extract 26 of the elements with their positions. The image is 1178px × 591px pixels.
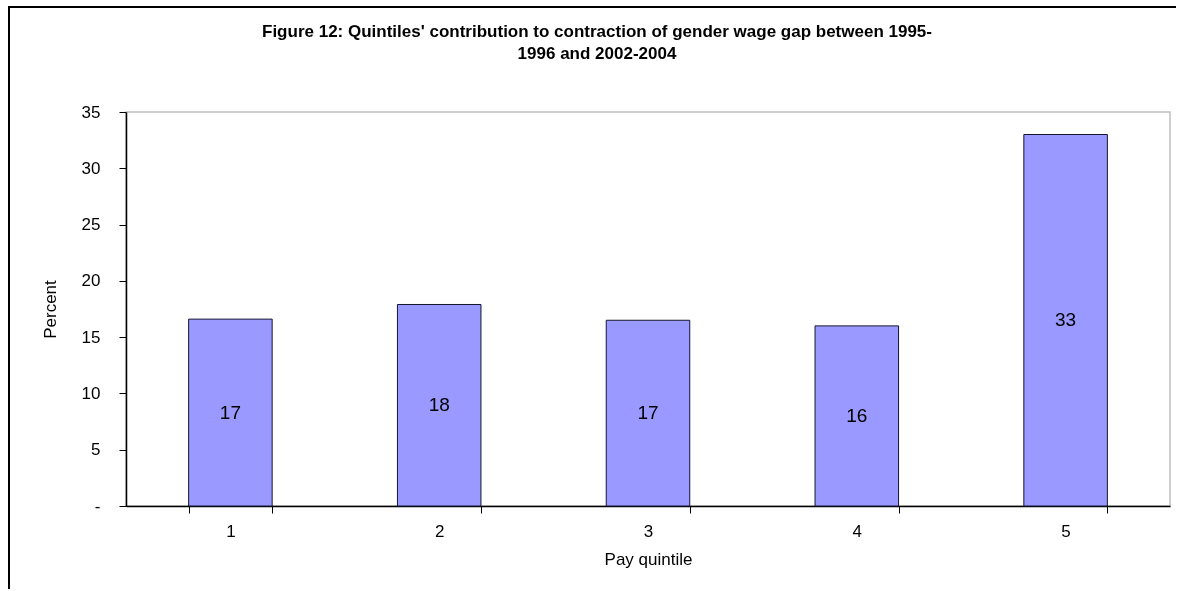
y-tick-label: 10 — [81, 383, 101, 403]
bar — [814, 325, 900, 507]
y-tick-label: 5 — [91, 440, 101, 460]
bar — [1023, 134, 1108, 507]
data-label: 33 — [1055, 309, 1077, 331]
data-label: 16 — [846, 404, 868, 426]
x-tick-label: 1 — [226, 521, 236, 541]
y-tick-label: - — [94, 496, 101, 516]
y-tick-label: 20 — [81, 271, 101, 291]
x-tick-label: 3 — [643, 521, 654, 541]
data-label: 17 — [219, 401, 241, 423]
x-tick-label: 4 — [852, 521, 863, 541]
x-tick-label: 2 — [434, 521, 445, 541]
chart-title: Figure 12: Quintiles' contribution to contraction of gender wage gap between 1995-1996 and 2002-2004 — [262, 22, 932, 63]
data-label: 18 — [428, 394, 450, 416]
y-tick-label: 25 — [81, 215, 101, 235]
data-label: 17 — [637, 402, 659, 424]
y-tick-label: 30 — [81, 158, 101, 178]
x-tick-label: 5 — [1061, 521, 1071, 541]
x-axis-title: Pay quintile — [604, 549, 693, 569]
bar — [188, 318, 273, 507]
bar — [605, 319, 691, 507]
y-tick-label: 15 — [81, 327, 101, 347]
y-tick-label: 35 — [81, 102, 101, 122]
bar — [396, 304, 482, 507]
y-axis-title: Percent — [40, 279, 60, 339]
